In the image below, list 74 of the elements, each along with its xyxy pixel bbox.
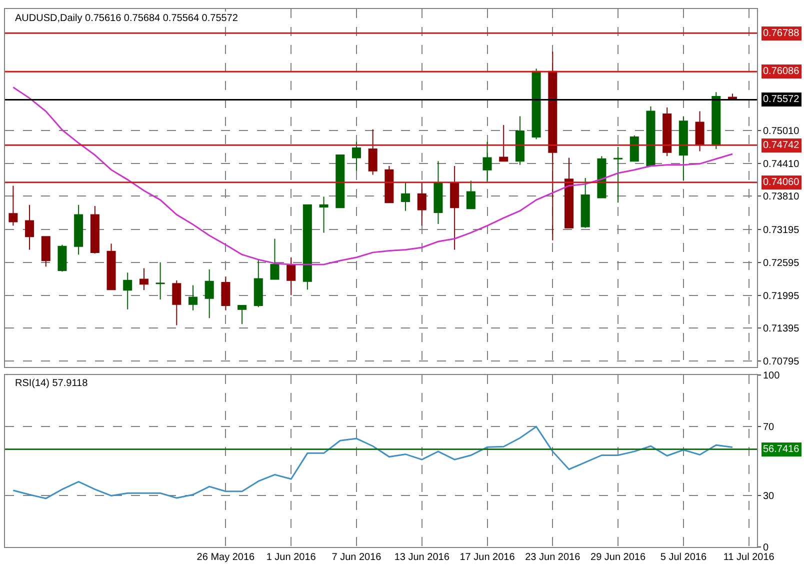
candlestick (417, 182, 426, 226)
candlestick (401, 182, 410, 212)
candlestick (580, 178, 590, 228)
candlestick (352, 141, 361, 172)
candlestick (368, 128, 378, 176)
candlestick (319, 196, 328, 234)
chart-title: AUDUSD,Daily 0.75616 0.75684 0.75564 0.75572 (15, 13, 238, 24)
ref-line-label: 0.76788 (763, 28, 800, 39)
y-tick-label: 0.73810 (763, 192, 800, 203)
y-tick-label: 0.70795 (763, 356, 800, 368)
candlestick (678, 116, 688, 182)
y-tick-label: 70 (763, 422, 775, 433)
y-tick-label: 0.71395 (763, 324, 800, 335)
y-tick-label: 30 (763, 490, 775, 502)
ref-line-label: 0.74060 (763, 177, 800, 188)
candlestick (221, 276, 230, 311)
y-tick-label: 100 (763, 370, 780, 382)
candlestick (74, 204, 84, 256)
candlestick (123, 272, 132, 310)
candlestick (156, 262, 165, 300)
ref-line-label: 0.75572 (763, 94, 800, 105)
candlestick (204, 268, 214, 319)
y-tick-label: 0.72595 (763, 258, 800, 270)
candlestick (172, 280, 182, 326)
candlestick (286, 256, 296, 296)
candlestick (302, 204, 312, 290)
candlestick (238, 305, 247, 325)
x-tick-label: 5 Jul 2016 (660, 552, 707, 563)
candlestick (515, 116, 524, 166)
line-series (12, 86, 734, 266)
candlestick (270, 238, 280, 280)
candlestick (646, 106, 656, 166)
x-tick-label: 13 Jun 2016 (394, 552, 450, 563)
candlestick (434, 160, 443, 224)
candlestick (450, 166, 460, 250)
candlestick (564, 157, 574, 228)
candlestick (482, 141, 492, 182)
candlestick (8, 185, 18, 226)
line-series (12, 426, 734, 500)
candlestick (336, 154, 345, 208)
candlestick (25, 204, 34, 250)
x-tick-label: 11 Jul 2016 (723, 552, 775, 563)
candlestick (58, 244, 67, 272)
candlestick (106, 243, 116, 290)
x-tick-label: 29 Jun 2016 (590, 552, 646, 563)
candlestick (188, 284, 198, 311)
candlestick (695, 110, 704, 152)
y-tick-label: 0.74410 (763, 158, 800, 170)
candlestick (662, 106, 672, 157)
ref-line-label: 0.76086 (763, 66, 800, 77)
y-tick-label: 0.73195 (763, 225, 800, 236)
candlestick (712, 92, 721, 150)
candlestick (532, 68, 541, 140)
candlestick (466, 180, 476, 210)
candlestick (139, 268, 148, 291)
y-tick-label: 0.75010 (763, 126, 800, 137)
x-tick-label: 26 May 2016 (196, 552, 256, 563)
candlestick (614, 146, 623, 204)
y-tick-label: 0 (763, 542, 769, 554)
x-tick-label: 17 Jun 2016 (460, 552, 516, 563)
candlestick (90, 205, 100, 254)
ref-line-label: 0.74742 (763, 140, 800, 151)
candlestick (630, 134, 639, 162)
x-tick-label: 1 Jun 2016 (266, 552, 316, 563)
y-tick-label: 0.71995 (763, 290, 800, 302)
x-tick-label: 23 Jun 2016 (525, 552, 581, 563)
candlestick (499, 124, 508, 162)
candlestick (384, 166, 394, 204)
candlestick (254, 259, 263, 308)
candlestick (41, 236, 50, 268)
ref-line-label: 56.7416 (763, 444, 800, 455)
chart-title: RSI(14) 57.9118 (15, 378, 88, 389)
x-tick-label: 7 Jun 2016 (332, 552, 382, 563)
candlestick (597, 156, 606, 198)
